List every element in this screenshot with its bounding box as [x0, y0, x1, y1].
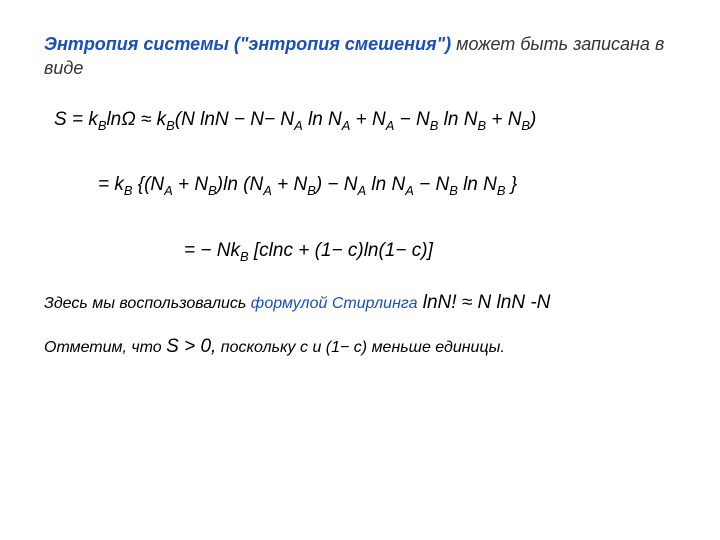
note-blue: формулой Стирлинга: [251, 295, 418, 312]
eq1-pre: S = k: [54, 109, 98, 130]
eq3-end: [clnc + (1− c)ln(1− c)]: [249, 240, 433, 261]
final-p2: поскольку: [216, 339, 300, 356]
slide: Энтропия системы ("энтропия смешения") м…: [0, 0, 720, 540]
note-plain: Здесь мы воспользовались: [44, 295, 251, 312]
eq1-mid1: lnΩ ≈ k: [106, 109, 166, 130]
final-p3: c и (1− c) меньше единицы.: [300, 339, 505, 356]
eq1-sub7: B: [477, 117, 486, 132]
eq1-mid2: (N lnN − N− N: [175, 109, 294, 130]
eq1-mid5: − N: [394, 109, 429, 130]
eq2-sub3: B: [208, 183, 217, 198]
eq1-mid6: ln N: [438, 109, 477, 130]
eq1-sub3: A: [294, 117, 303, 132]
eq2-mid7: − N: [414, 174, 449, 195]
eq2-pre: = k: [98, 174, 124, 195]
intro-highlight: Энтропия системы ("энтропия смешения"): [44, 34, 451, 54]
eq1-sub2: B: [166, 117, 175, 132]
eq2-mid3: )ln (N: [217, 174, 263, 195]
eq2-mid2: + N: [173, 174, 208, 195]
stirling-note: Здесь мы воспользовались формулой Стирли…: [44, 292, 676, 314]
eq3-sub1: B: [240, 249, 249, 264]
eq2-mid1: {(N: [132, 174, 164, 195]
eq2-sub8: B: [449, 183, 458, 198]
equation-3: = − NkB [clnc + (1− c)ln(1− c)]: [184, 240, 676, 264]
final-big: S > 0,: [166, 336, 216, 357]
eq1-mid3: ln N: [303, 109, 342, 130]
eq3-pre: = − Nk: [184, 240, 240, 261]
eq2-mid5: ) − N: [316, 174, 358, 195]
final-p1: Отметим, что: [44, 339, 166, 356]
eq1-sub8: B: [521, 117, 530, 132]
eq2-mid4: + N: [272, 174, 307, 195]
eq2-sub4: A: [263, 183, 272, 198]
note-formula: lnN! ≈ N lnN -N: [417, 292, 550, 313]
intro-text: Энтропия системы ("энтропия смешения") м…: [44, 32, 676, 81]
equation-2: = kB {(NA + NB)ln (NA + NB) − NA ln NA −…: [98, 174, 676, 198]
final-remark: Отметим, что S > 0, поскольку c и (1− c)…: [44, 336, 676, 358]
eq2-sub5: B: [307, 183, 316, 198]
eq2-sub7: A: [405, 183, 414, 198]
eq2-mid8: ln N: [458, 174, 497, 195]
eq1-mid4: + N: [350, 109, 385, 130]
eq1-end: ): [530, 109, 536, 130]
eq1-mid7: + N: [486, 109, 521, 130]
eq2-mid6: ln N: [366, 174, 405, 195]
eq2-end: }: [505, 174, 517, 195]
equation-1: S = kBlnΩ ≈ kB(N lnN − N− NA ln NA + NA …: [54, 109, 676, 133]
eq2-sub6: A: [358, 183, 367, 198]
eq2-sub2: A: [164, 183, 173, 198]
